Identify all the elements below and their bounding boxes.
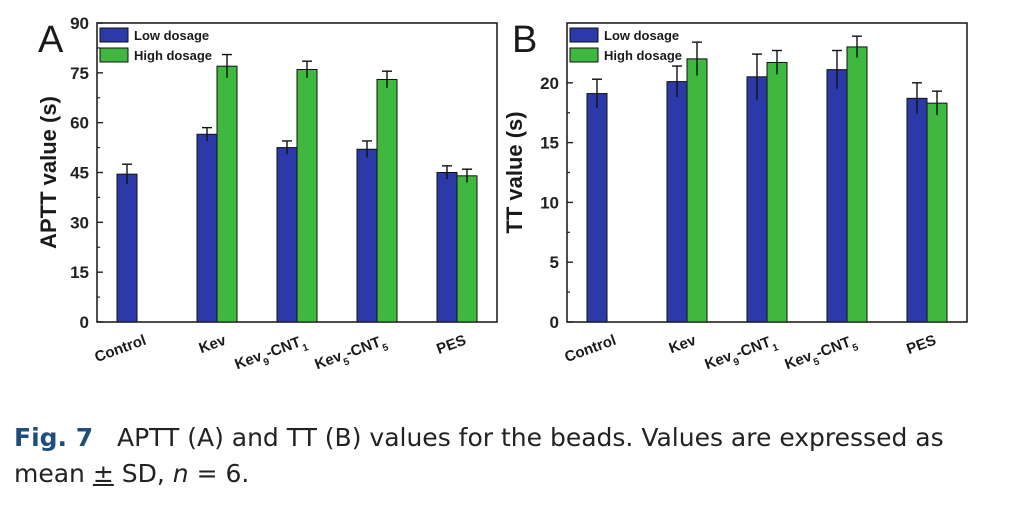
caption-line-2: mean ± SD, n = 6. <box>14 456 1004 492</box>
caption-text-2c: = 6. <box>188 459 250 488</box>
legend-label: Low dosage <box>604 28 679 43</box>
chart-panel-b: 0 5 10 15 20 TT value (s) B Control KevKev9-CNT1… <box>502 19 968 378</box>
legend-swatch <box>569 27 599 43</box>
y-axis-label: TT value (s) <box>502 111 527 233</box>
legend-label: High dosage <box>134 48 212 63</box>
x-tick-label: Control <box>562 332 618 366</box>
y-tick-label: 15 <box>70 263 89 282</box>
y-tick-label: 0 <box>80 313 89 332</box>
bar-low-dosage <box>436 172 458 323</box>
x-tick-label: Kev9-CNT1 <box>233 332 311 378</box>
legend: Low dosage High dosage <box>569 27 682 63</box>
y-tick-label: 30 <box>70 213 89 232</box>
x-tick-label: Kev5-CNT5 <box>783 332 861 378</box>
legend-swatch <box>99 47 129 63</box>
x-tick-label: PES <box>434 332 468 358</box>
legend-label: High dosage <box>604 48 682 63</box>
panel-letter: B <box>512 19 537 61</box>
bar-low-dosage <box>746 76 768 323</box>
bar-low-dosage <box>196 133 218 323</box>
bar-high-dosage <box>376 78 398 323</box>
y-tick-label: 75 <box>70 64 89 83</box>
caption-line-1: Fig. 7 APTT (A) and TT (B) values for th… <box>14 420 1004 456</box>
bar-low-dosage <box>906 97 928 323</box>
y-axis-label: APTT value (s) <box>36 96 61 249</box>
bar-low-dosage <box>116 173 138 323</box>
caption-text-2b: SD, <box>113 459 173 488</box>
y-tick-label: 90 <box>70 14 89 33</box>
y-tick-label: 15 <box>540 134 559 153</box>
bar-high-dosage <box>456 175 478 323</box>
x-tick-label: PES <box>904 332 938 358</box>
y-tick-label: 0 <box>550 313 559 332</box>
y-tick-label: 45 <box>70 164 89 183</box>
legend-label: Low dosage <box>134 28 209 43</box>
caption-label: Fig. 7 <box>14 423 94 452</box>
bar-high-dosage <box>686 58 708 323</box>
figure-caption: Fig. 7 APTT (A) and TT (B) values for th… <box>14 420 1004 492</box>
legend-swatch <box>99 27 129 43</box>
bar-low-dosage <box>276 147 298 323</box>
legend: Low dosage High dosage <box>99 27 212 63</box>
caption-text-2a: mean <box>14 459 93 488</box>
x-tick-label: Kev5-CNT5 <box>313 332 391 378</box>
y-tick-label: 20 <box>540 74 559 93</box>
caption-n: n <box>172 459 189 488</box>
x-tick-label: Kev <box>197 332 229 358</box>
caption-text-1: APTT (A) and TT (B) values for the beads… <box>116 423 944 452</box>
bar-high-dosage <box>926 102 948 323</box>
y-tick-label: 60 <box>70 114 89 133</box>
legend-swatch <box>569 47 599 63</box>
bar-low-dosage <box>356 148 378 323</box>
bar-low-dosage <box>666 81 688 323</box>
bar-low-dosage <box>586 93 608 323</box>
x-tick-label: Kev9-CNT1 <box>703 332 781 378</box>
panel-letter: A <box>38 19 64 61</box>
bar-high-dosage <box>766 61 788 323</box>
y-tick-label: 10 <box>540 193 559 212</box>
x-tick-label: Control <box>92 332 148 366</box>
y-tick-label: 5 <box>550 253 559 272</box>
bar-high-dosage <box>846 46 868 323</box>
bar-low-dosage <box>826 69 848 323</box>
bar-high-dosage <box>296 69 318 323</box>
caption-pm: ± <box>92 459 114 488</box>
bar-high-dosage <box>216 65 238 323</box>
x-tick-label: Kev <box>667 332 699 358</box>
